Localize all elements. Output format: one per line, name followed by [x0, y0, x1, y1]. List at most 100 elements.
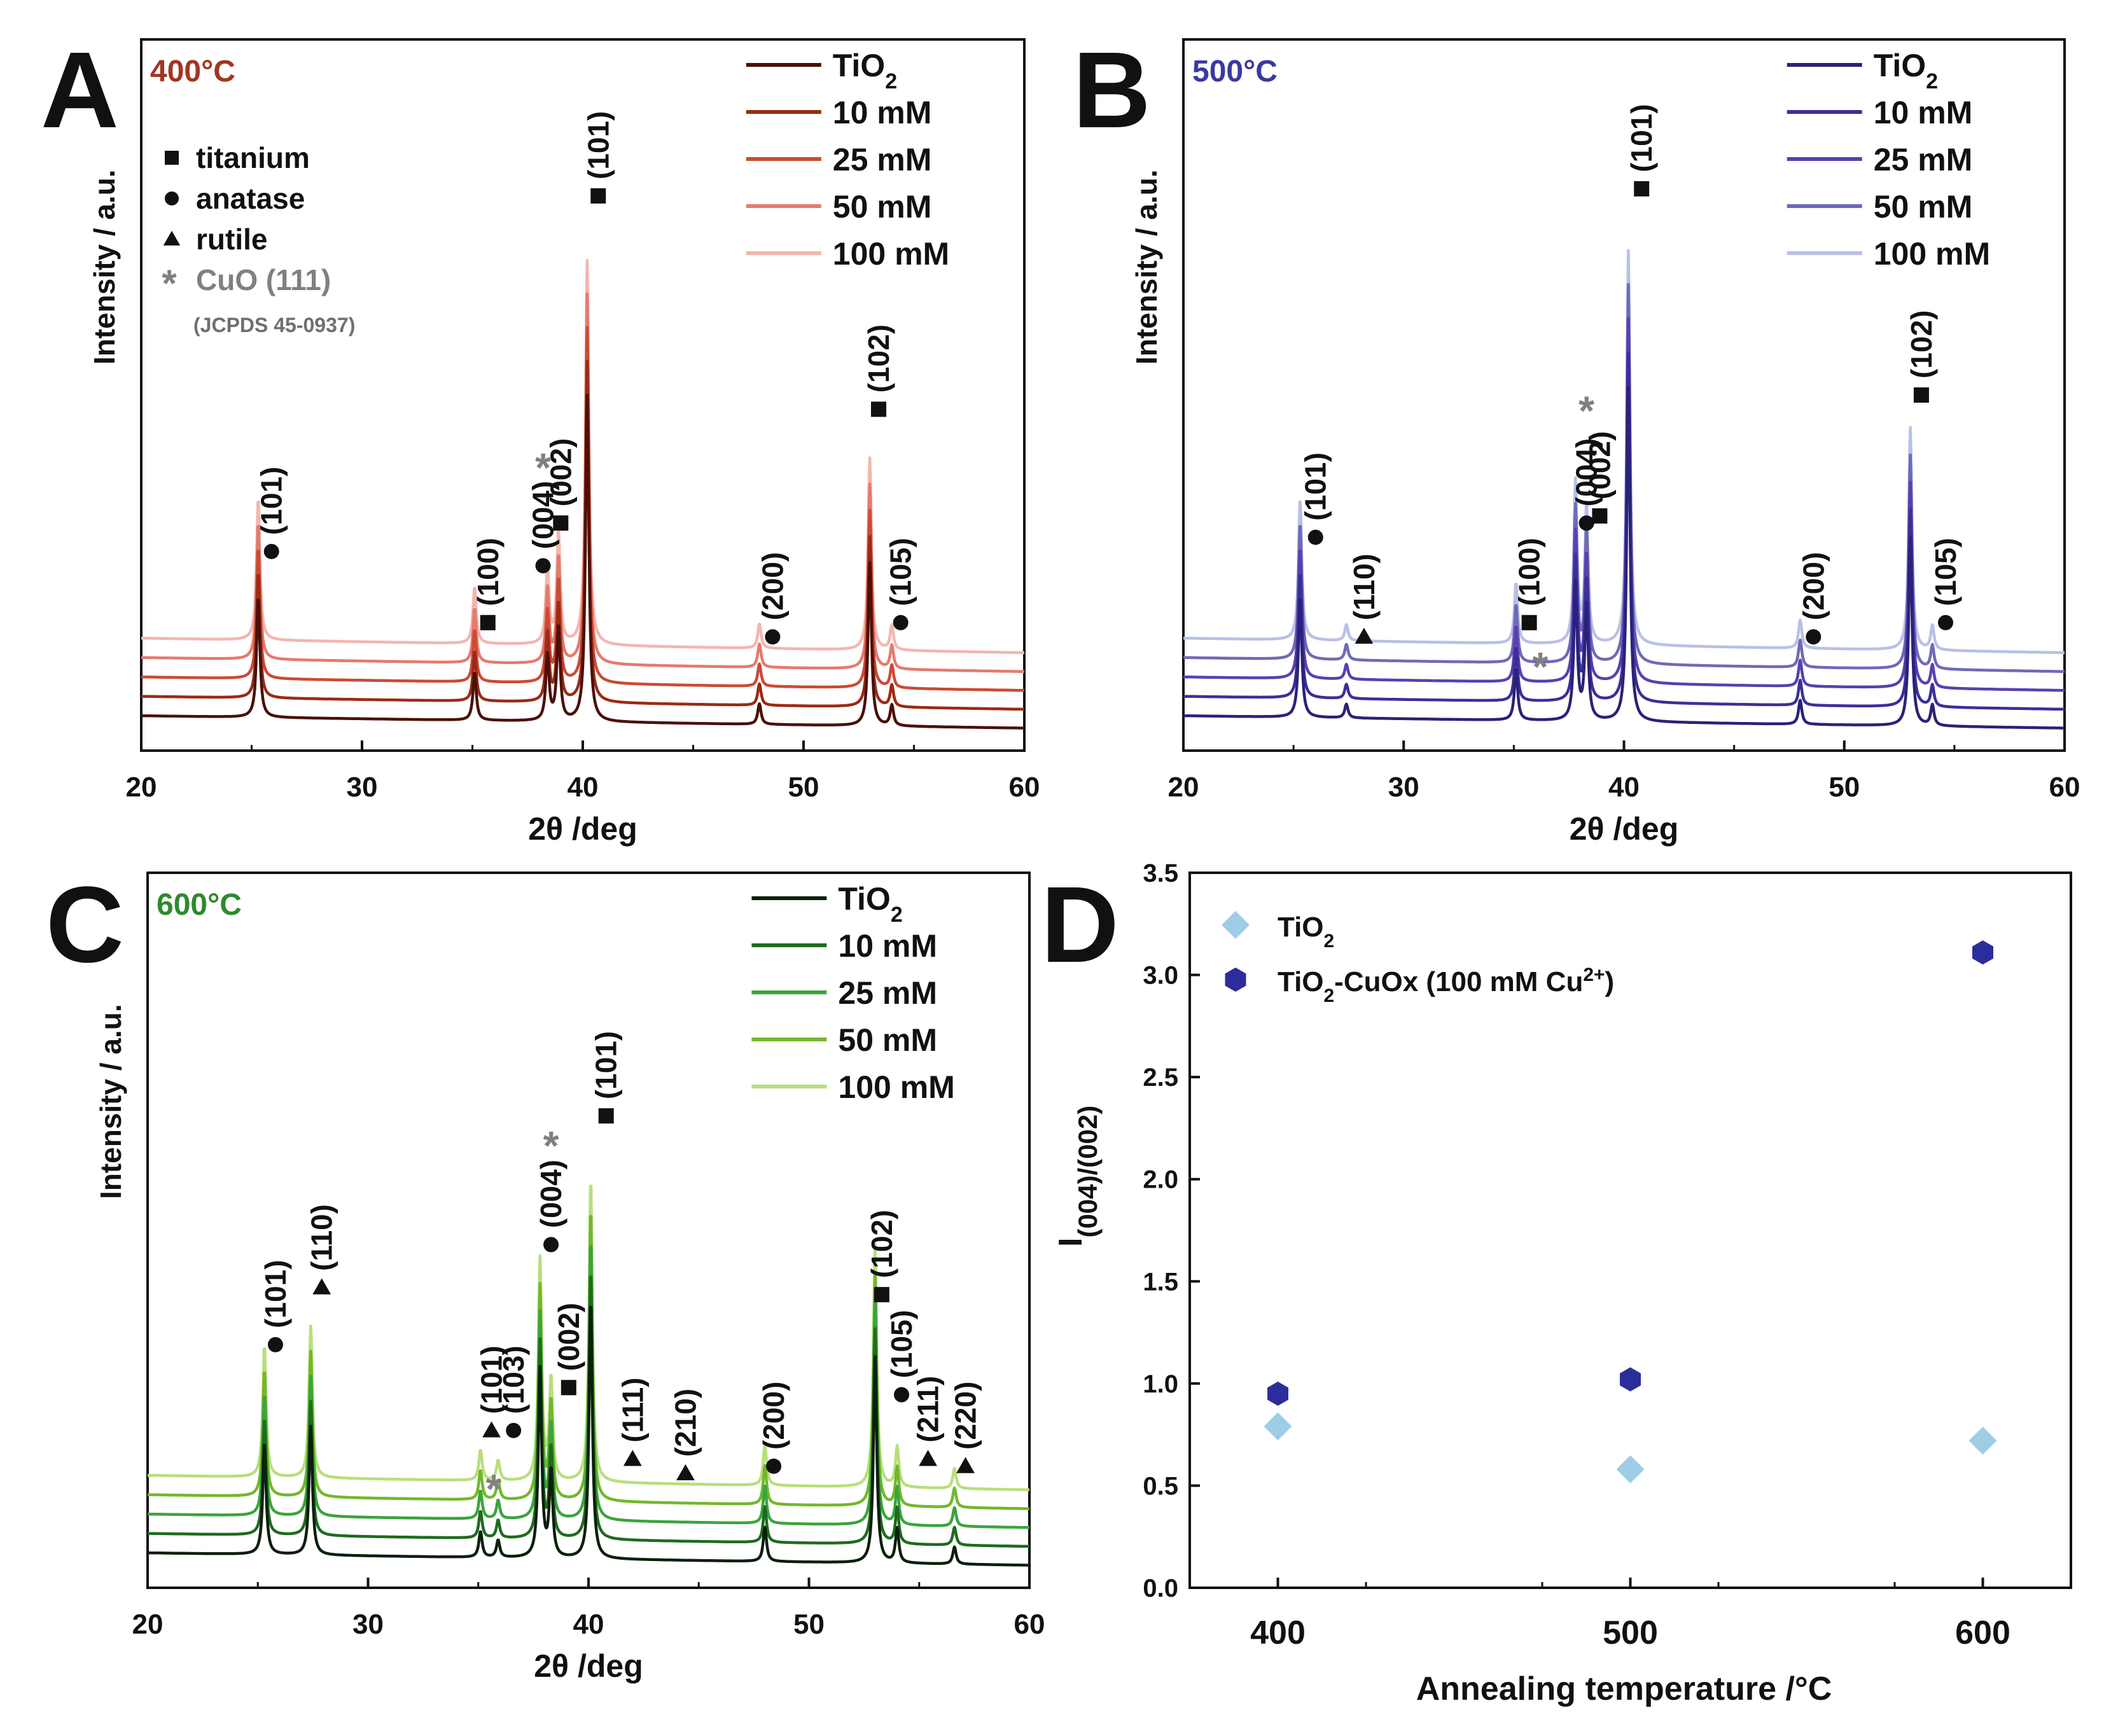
legend-label-part: TiO	[1278, 912, 1324, 943]
x-tick-label: 30	[352, 1609, 384, 1640]
peak-label: (110)	[305, 1204, 338, 1271]
peak-marker	[1578, 515, 1594, 531]
peak-marker	[1634, 181, 1650, 197]
legend-label-part: 100 mM	[838, 1069, 954, 1105]
x-tick-label: 60	[2049, 772, 2080, 803]
x-tick-label: 40	[573, 1609, 604, 1640]
phase-legend-marker: *	[162, 262, 177, 305]
legend-label: 25 mM	[838, 975, 937, 1011]
legend-label-part: TiO	[1874, 48, 1926, 83]
peak-marker	[482, 1421, 501, 1438]
series-line-tio2	[1182, 385, 2066, 730]
x-tick-label: 60	[1009, 772, 1040, 803]
peak-label: (220)	[949, 1382, 982, 1450]
peak-label: (102)	[1905, 310, 1938, 378]
peak-label: (210)	[669, 1389, 702, 1457]
panel-label: B	[1073, 30, 1151, 151]
peak-label: (101)	[590, 1031, 623, 1099]
x-tick-label: 40	[568, 772, 599, 803]
y-tick-label: 3.5	[1143, 859, 1178, 887]
legend-label-part: 10 mM	[833, 95, 932, 130]
legend-label: 100 mM	[1874, 236, 1990, 272]
peak-label: (103)	[497, 1345, 530, 1413]
legend-label-part: 2	[891, 903, 903, 927]
peak-marker	[1521, 615, 1537, 630]
legend-label-part: 25 mM	[833, 142, 932, 177]
peak-label: (101)	[1299, 452, 1332, 520]
data-point-tio2	[1264, 1412, 1292, 1441]
phase-legend-marker	[165, 151, 179, 165]
peak-label: (105)	[1929, 538, 1962, 606]
peak-marker	[590, 188, 606, 204]
y-tick-label: 2.5	[1143, 1064, 1178, 1092]
data-point-tio2-cuox	[1620, 1367, 1641, 1392]
peak-marker	[956, 1457, 975, 1473]
panel-d: D 400 500 600 0.0 0.5 1.0 1.5 2.0 2.5 3.0 3.5 Anneal…	[1041, 859, 2072, 1707]
legend-label: 50 mM	[833, 189, 932, 225]
y-axis-label-main: I	[1052, 1238, 1089, 1247]
peak-marker	[676, 1464, 695, 1480]
panel-b: B 20 30 40 50 60 2θ /deg Intensity / a.u. 500°C T…	[1073, 30, 2080, 847]
y-tick-label: 3.0	[1143, 962, 1178, 990]
peak-label: (105)	[885, 1310, 918, 1378]
legend-label-part: 2	[1324, 985, 1335, 1006]
x-tick-label: 20	[126, 772, 157, 803]
peak-label: (101)	[582, 111, 615, 179]
legend-label: 10 mM	[838, 928, 937, 964]
legend-label-part: )	[1605, 966, 1614, 997]
panel-label: A	[41, 30, 119, 151]
x-axis-label: 2θ /deg	[1570, 811, 1679, 847]
x-tick-label: 600	[1955, 1614, 2010, 1651]
peak-label: (004)	[527, 481, 560, 549]
legend-label: TiO2	[833, 48, 897, 94]
data-point-tio2-cuox	[1267, 1381, 1288, 1406]
legend-label-part: TiO	[838, 881, 890, 917]
peak-label: (200)	[757, 1382, 790, 1450]
legend-label-part: -CuOx (100 mM Cu	[1334, 966, 1583, 997]
peak-marker	[553, 515, 569, 531]
peak-marker	[1307, 529, 1323, 545]
phase-legend-marker	[165, 191, 179, 205]
peak-label: (105)	[884, 538, 917, 606]
y-tick-label: 0.0	[1143, 1574, 1178, 1602]
y-tick-label: 1.0	[1143, 1370, 1178, 1398]
legend-label: 10 mM	[833, 95, 932, 130]
peak-label: (102)	[865, 1210, 898, 1278]
peak-label: (002)	[1583, 431, 1616, 499]
phase-legend-label: titanium	[196, 141, 310, 174]
peak-label: (100)	[471, 538, 505, 606]
legend-label: 25 mM	[1874, 142, 1973, 177]
peak-label: (004)	[534, 1160, 568, 1228]
peak-marker	[480, 615, 496, 630]
data-point-tio2-cuox	[1972, 940, 1993, 965]
peak-marker	[623, 1450, 642, 1466]
y-axis-label: Intensity / a.u.	[94, 1004, 127, 1199]
x-axis-label: 2θ /deg	[528, 811, 637, 847]
peak-marker	[765, 629, 781, 645]
legend-label-part: 100 mM	[1874, 236, 1990, 272]
peak-label: (101)	[255, 467, 288, 535]
panel-label: C	[46, 865, 124, 985]
peak-label: (200)	[1797, 552, 1830, 620]
legend-label: TiO2	[1874, 48, 1938, 94]
legend-label: 50 mM	[1874, 189, 1973, 225]
peak-label: (110)	[1348, 553, 1381, 620]
legend-label-part: 2	[1926, 69, 1938, 94]
y-axis-label-sub: (004)/(002)	[1073, 1106, 1103, 1238]
cuo-peak-marker: *	[486, 1466, 502, 1512]
peak-marker	[1806, 629, 1822, 645]
data-point-tio2	[1968, 1426, 1997, 1455]
x-axis-label: 2θ /deg	[534, 1648, 643, 1684]
peak-marker	[1913, 387, 1929, 403]
peak-marker	[561, 1380, 576, 1396]
peak-label: (102)	[862, 324, 895, 392]
legend-label-part: 2	[1324, 931, 1335, 952]
cuo-peak-marker: *	[1578, 387, 1594, 433]
peak-marker	[1355, 627, 1374, 644]
peak-marker	[1592, 508, 1608, 524]
panel-label: D	[1041, 865, 1119, 985]
phase-legend-label: anatase	[196, 182, 305, 215]
x-tick-label: 60	[1014, 1609, 1045, 1640]
x-tick-label: 50	[788, 772, 819, 803]
